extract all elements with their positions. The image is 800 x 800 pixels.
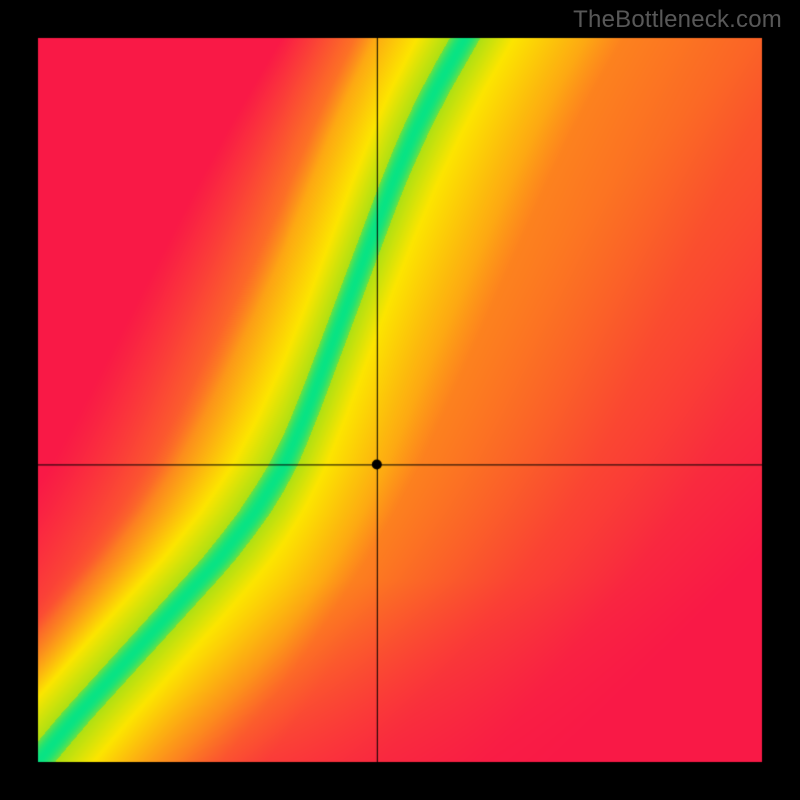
chart-container: TheBottleneck.com xyxy=(0,0,800,800)
heatmap-canvas xyxy=(0,0,800,800)
watermark-text: TheBottleneck.com xyxy=(573,6,782,34)
